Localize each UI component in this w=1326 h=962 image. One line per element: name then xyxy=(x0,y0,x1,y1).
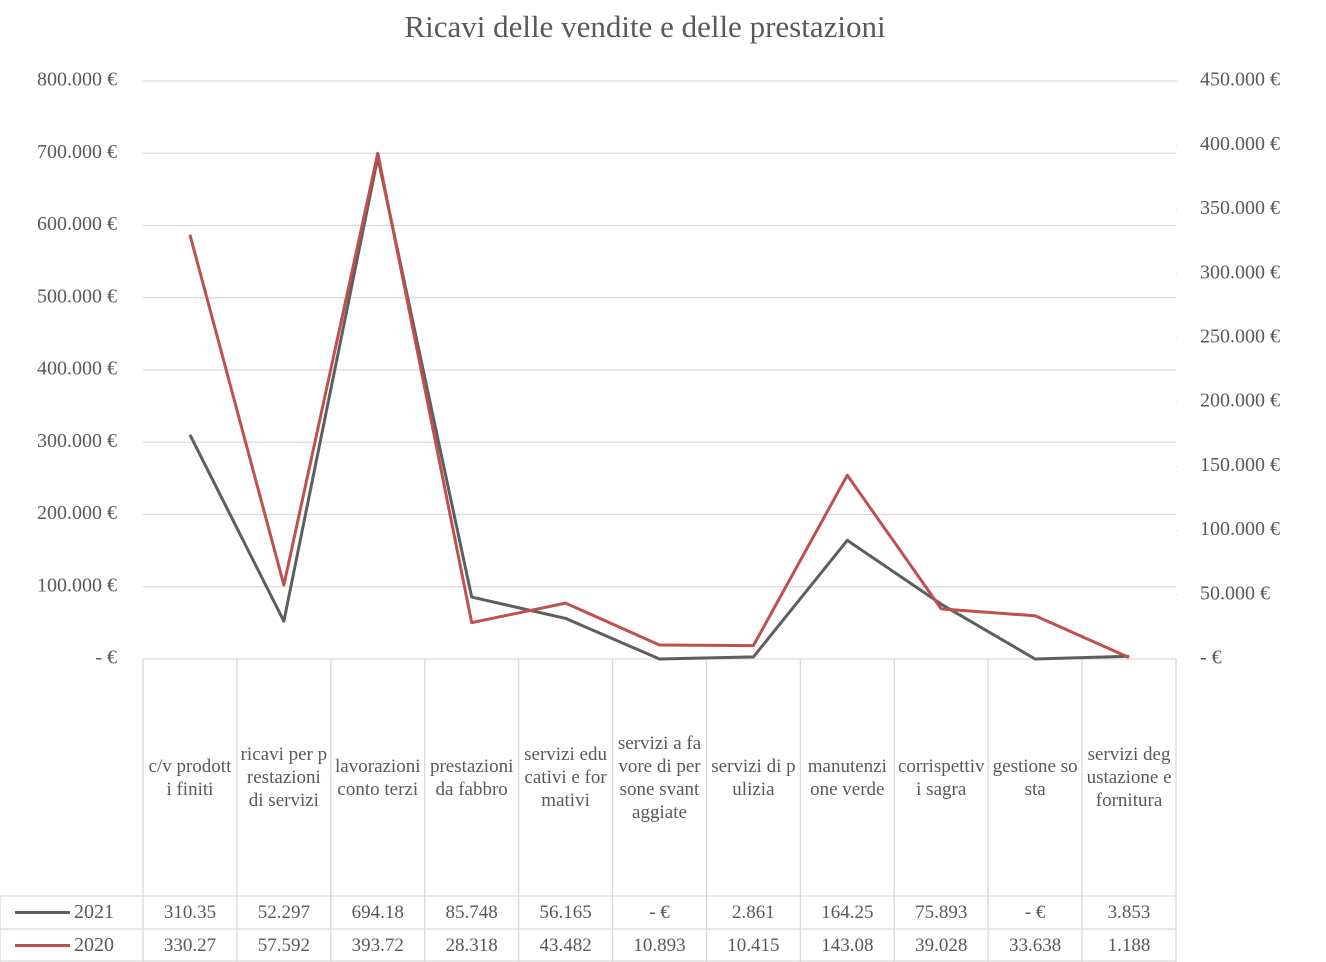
y-tick-label: 200.000 € xyxy=(37,502,117,524)
table-value: - € xyxy=(649,902,670,923)
y-tick-label: 800.000 € xyxy=(37,69,117,91)
y2-tick-label: 400.000 € xyxy=(1200,133,1280,155)
series-line xyxy=(188,151,1130,659)
table-value: 2.861 xyxy=(732,902,775,923)
table-value: 10.415 xyxy=(727,935,780,956)
table-value: 28.318 xyxy=(445,935,498,956)
category-label: prestazioni da fabbro xyxy=(429,755,514,800)
table-value: 1.188 xyxy=(1107,935,1151,956)
y2-tick-label: - € xyxy=(1200,647,1222,669)
y2-tick-label: 100.000 € xyxy=(1200,518,1280,540)
y2-tick-label: 450.000 € xyxy=(1200,69,1280,91)
category-label: gestione sosta xyxy=(992,755,1078,800)
y-tick-label: 600.000 € xyxy=(37,213,117,235)
table-value: 39.028 xyxy=(915,935,968,956)
table-value: 143.08 xyxy=(821,935,874,956)
table-value: 393.72 xyxy=(351,935,404,956)
category-label: c/v prodotti finiti xyxy=(148,755,232,800)
table-value: 75.893 xyxy=(915,902,968,923)
table-value: 310.35 xyxy=(163,902,217,923)
y-tick-label: 300.000 € xyxy=(37,430,117,452)
category-label: servizi a favore di persone svantaggiate xyxy=(617,732,702,823)
category-label: servizi educativi e formativi xyxy=(524,744,607,811)
y-tick-label: 700.000 € xyxy=(37,141,117,163)
y2-tick-label: 350.000 € xyxy=(1200,197,1280,219)
category-label: servizi di pulizia xyxy=(711,755,796,800)
y-tick-label: - € xyxy=(95,647,117,669)
table-value: 56.165 xyxy=(539,902,592,923)
y2-tick-label: 300.000 € xyxy=(1200,261,1280,283)
table-value: 43.482 xyxy=(539,935,592,956)
y2-tick-label: 50.000 € xyxy=(1200,582,1270,604)
category-label: ricavi per prestazioni di servizi xyxy=(240,744,328,811)
y2-tick-label: 150.000 € xyxy=(1200,454,1280,476)
table-value: 694.18 xyxy=(351,902,404,923)
category-label: corrispettivi sagra xyxy=(897,755,985,800)
y-tick-label: 500.000 € xyxy=(37,285,117,307)
table-value: 85.748 xyxy=(445,902,498,923)
table-value: 52.297 xyxy=(257,902,310,923)
y-tick-label: 100.000 € xyxy=(37,574,117,596)
table-value: 164.25 xyxy=(821,902,874,923)
series-line xyxy=(188,155,1130,661)
category-label: manutenzione verde xyxy=(807,755,887,800)
legend-label: 2020 xyxy=(74,934,114,956)
table-value: 33.638 xyxy=(1009,935,1062,956)
legend-label: 2021 xyxy=(74,901,114,923)
table-value: 57.592 xyxy=(257,935,310,956)
category-label: lavorazioni conto terzi xyxy=(335,755,421,800)
chart-title: Ricavi delle vendite e delle prestazioni xyxy=(404,9,886,44)
table-value: - € xyxy=(1024,902,1046,923)
table-value: 10.893 xyxy=(633,935,686,956)
table-value: 330.27 xyxy=(163,935,217,956)
category-label: servizi degustazione e fornitura xyxy=(1086,744,1172,811)
y2-tick-label: 200.000 € xyxy=(1200,390,1280,412)
y2-tick-label: 250.000 € xyxy=(1200,325,1280,347)
y-tick-label: 400.000 € xyxy=(37,358,117,380)
table-value: 3.853 xyxy=(1107,902,1151,923)
